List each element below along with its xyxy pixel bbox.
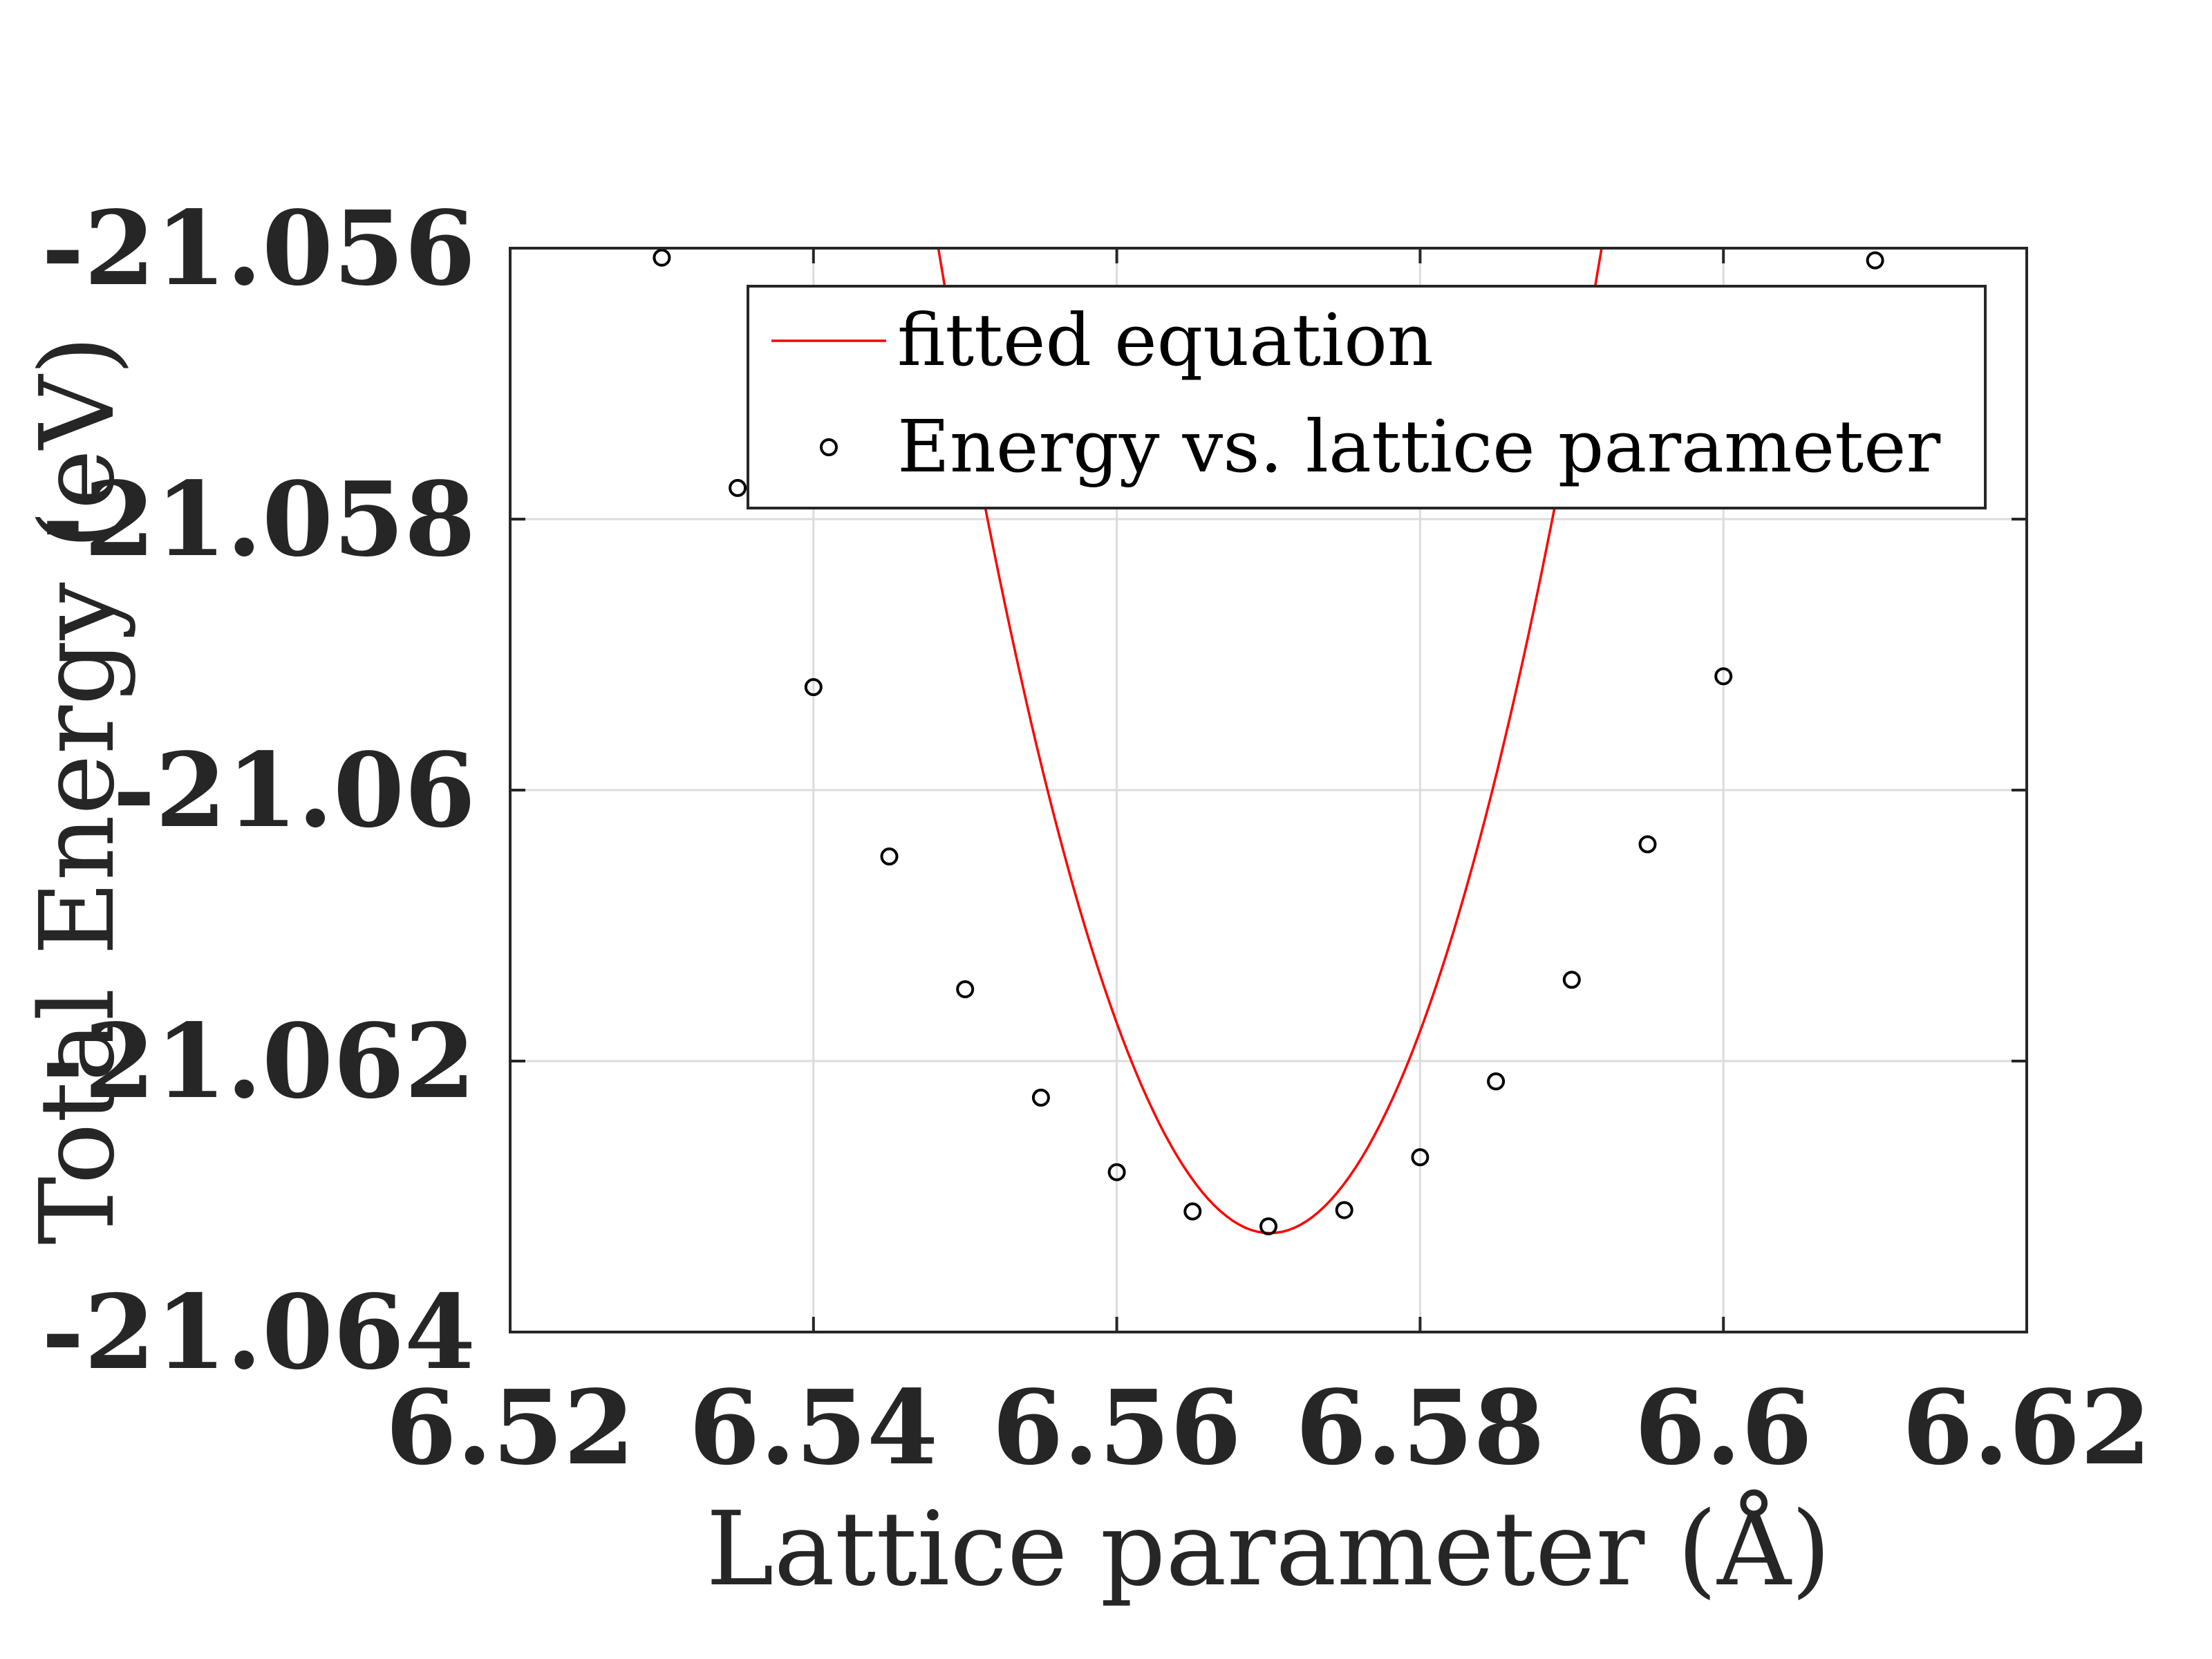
axis-ticks: 6.52 6.54 6.56 6.58 6.6 6.62 -21.056 -21.058 -21… [41,188,2151,1488]
y-tick-label: -21.058 [41,459,476,579]
data-point [1866,251,1884,270]
y-tick-label: -21.06 [113,730,476,850]
data-point [1335,1201,1353,1219]
x-tick-label: 6.62 [1902,1367,2151,1488]
x-tick-label: 6.56 [992,1367,1241,1488]
y-axis-label: Total Energy (eV) [18,335,137,1244]
data-point [804,678,823,697]
x-tick-label: 6.52 [386,1367,635,1488]
y-tick-label: -21.064 [41,1272,476,1392]
legend: fitted equation Energy vs. lattice param… [747,285,1987,509]
legend-label-energy: Energy vs. lattice parameter [897,404,1941,489]
data-point [1411,1148,1430,1167]
data-point [1259,1217,1277,1236]
x-axis-label: Lattice parameter (Å) [706,1489,1830,1609]
y-tick-label: -21.056 [41,188,476,308]
y-tick-label: -21.062 [41,1001,476,1121]
data-point [880,847,899,866]
data-point [1714,667,1733,686]
data-point [956,980,975,999]
data-point [1487,1072,1506,1091]
data-point [1183,1202,1202,1221]
fitted-curve [937,248,1603,1235]
data-point [1031,1088,1050,1107]
legend-box [747,285,1987,509]
x-tick-label: 6.54 [689,1367,938,1488]
data-point [653,248,671,267]
data-point [1107,1163,1126,1181]
x-tick-label: 6.6 [1634,1367,1812,1488]
data-point [729,478,747,497]
x-tick-label: 6.58 [1295,1367,1544,1488]
legend-marker-swatch [820,438,838,456]
legend-label-fitted: fitted equation [897,298,1434,382]
data-point [1638,835,1657,854]
data-point [1562,971,1581,989]
plot-content [653,248,1884,1236]
